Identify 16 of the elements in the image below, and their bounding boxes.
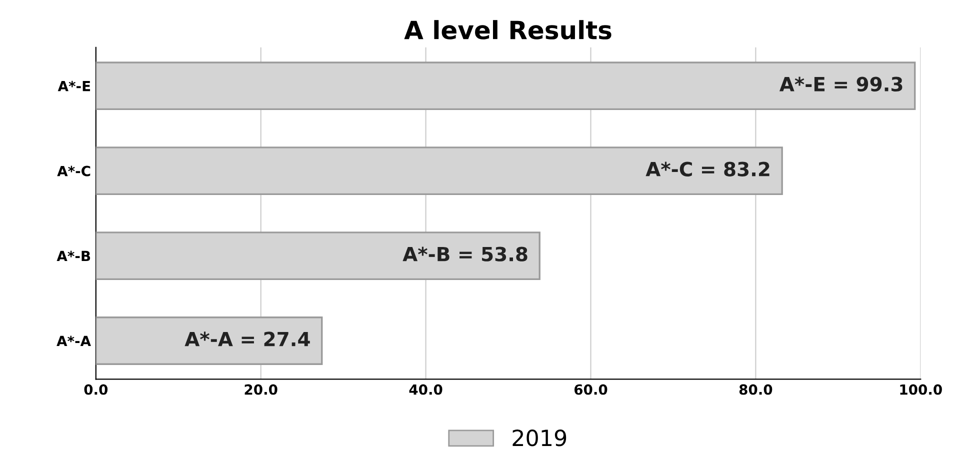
y-tick-label: A*-E (58, 80, 90, 92)
x-tick-label: 60.0 (574, 384, 608, 395)
y-tick-label: A*-C (57, 166, 90, 176)
data-label: A*-B = 53.8 (402, 246, 528, 262)
x-tick-label: 100.0 (900, 384, 942, 395)
y-tick-label: A*-A (56, 336, 91, 346)
legend-label: 2019 (512, 429, 566, 446)
y-tick-label: A*-B (56, 250, 90, 262)
x-tick-label: 80.0 (739, 384, 772, 395)
data-label: A*-A = 27.4 (184, 332, 310, 346)
data-label: A*-E = 99.3 (779, 76, 902, 92)
data-label: A*-C = 83.2 (646, 162, 770, 176)
x-tick-label: 40.0 (409, 384, 442, 395)
chart-title: A level Results (404, 20, 612, 40)
x-tick-label: 20.0 (244, 384, 278, 395)
x-tick-label: 0.0 (84, 384, 108, 395)
